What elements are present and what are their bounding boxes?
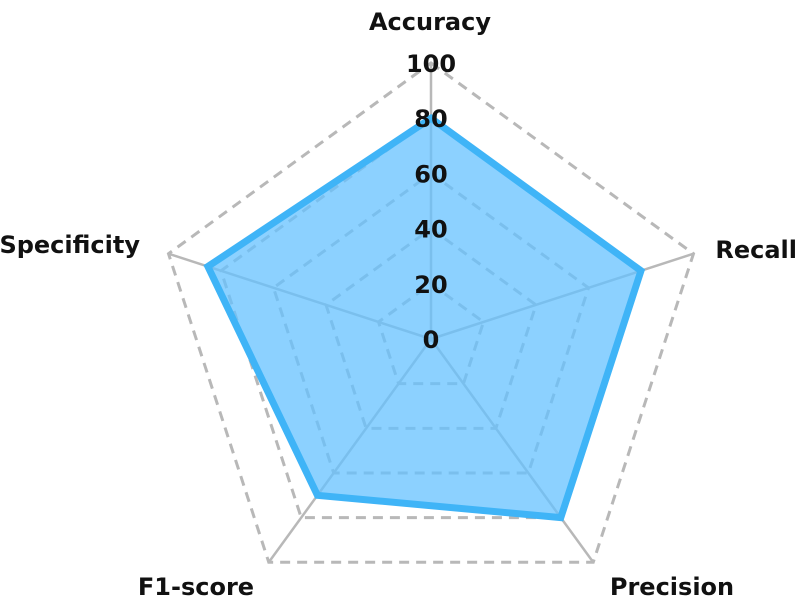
- axis-labels: Accuracy Recall Precision F1-score Speci…: [0, 8, 797, 601]
- tick-label-40: 40: [414, 216, 447, 244]
- grid-ring-100: [166, 61, 696, 564]
- tick-label-0: 0: [423, 326, 440, 354]
- axis-label-f1-score: F1-score: [138, 573, 254, 601]
- tick-label-60: 60: [414, 160, 447, 188]
- grid-ring-80: [219, 116, 643, 520]
- axis-label-recall: Recall: [715, 236, 797, 264]
- tick-label-80: 80: [414, 105, 447, 133]
- tick-label-20: 20: [414, 271, 447, 299]
- radial-tick-labels: 0 20 40 60 80 100: [406, 50, 456, 354]
- axis-label-accuracy: Accuracy: [369, 8, 491, 36]
- axis-label-precision: Precision: [610, 573, 734, 601]
- series-area: [203, 113, 646, 522]
- axis-label-specificity: Specificity: [0, 231, 140, 259]
- tick-label-100: 100: [406, 50, 456, 78]
